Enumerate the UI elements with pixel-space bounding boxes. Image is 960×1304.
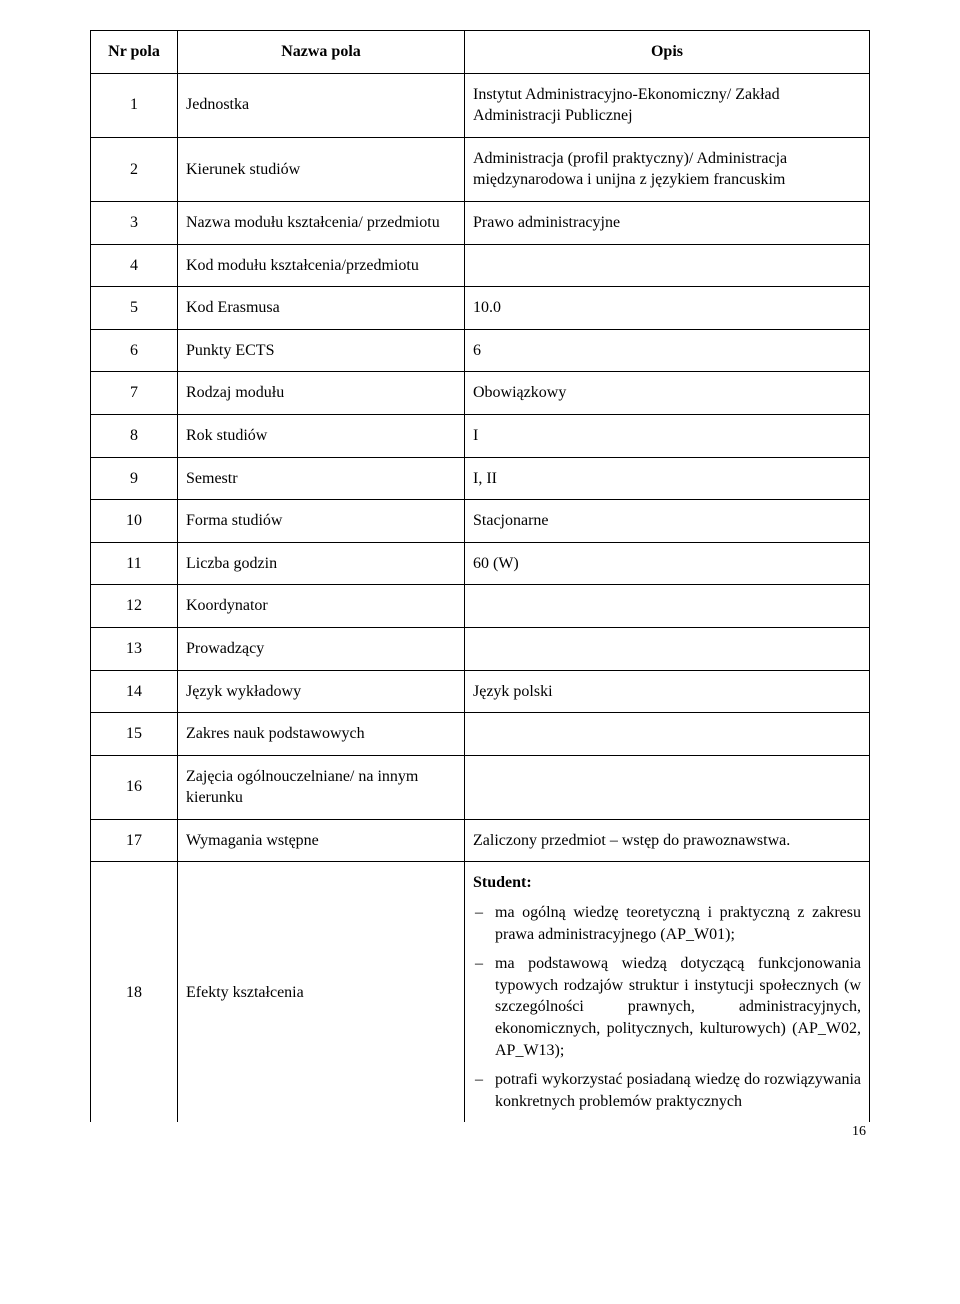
row-value: Instytut Administracyjno-Ekonomiczny/ Za…: [465, 73, 870, 137]
table-row: 12 Koordynator: [91, 585, 870, 628]
row-label: Prowadzący: [178, 627, 465, 670]
document-page: Nr pola Nazwa pola Opis 1 Jednostka Inst…: [0, 0, 960, 1160]
row-value: [465, 585, 870, 628]
row-label: Kod modułu kształcenia/przedmiotu: [178, 244, 465, 287]
row-number: 16: [91, 755, 178, 819]
row-label: Forma studiów: [178, 500, 465, 543]
course-table: Nr pola Nazwa pola Opis 1 Jednostka Inst…: [90, 30, 870, 1122]
table-row: 11 Liczba godzin 60 (W): [91, 542, 870, 585]
row-number: 10: [91, 500, 178, 543]
row-label: Rok studiów: [178, 414, 465, 457]
row-label: Liczba godzin: [178, 542, 465, 585]
effects-list: ma ogólną wiedzę teoretyczną i praktyczn…: [473, 902, 861, 1112]
row-label: Koordynator: [178, 585, 465, 628]
table-row: 2 Kierunek studiów Administracja (profil…: [91, 137, 870, 201]
table-row: 1 Jednostka Instytut Administracyjno-Eko…: [91, 73, 870, 137]
row-number: 5: [91, 287, 178, 330]
header-col-number: Nr pola: [91, 31, 178, 74]
header-col-value: Opis: [465, 31, 870, 74]
row-number: 4: [91, 244, 178, 287]
table-row: 16 Zajęcia ogólnouczelniane/ na innym ki…: [91, 755, 870, 819]
row-label: Semestr: [178, 457, 465, 500]
row-number: 1: [91, 73, 178, 137]
row-value: Obowiązkowy: [465, 372, 870, 415]
table-row: 4 Kod modułu kształcenia/przedmiotu: [91, 244, 870, 287]
row-label: Kierunek studiów: [178, 137, 465, 201]
effects-block: Student: ma ogólną wiedzę teoretyczną i …: [473, 872, 861, 1112]
effects-item: ma podstawową wiedzą dotyczącą funkcjono…: [473, 953, 861, 1061]
row-number: 7: [91, 372, 178, 415]
row-label: Nazwa modułu kształcenia/ przedmiotu: [178, 201, 465, 244]
row-value: Zaliczony przedmiot – wstęp do prawoznaw…: [465, 819, 870, 862]
row-label: Rodzaj modułu: [178, 372, 465, 415]
row-value: [465, 713, 870, 756]
row-number: 14: [91, 670, 178, 713]
table-row: 15 Zakres nauk podstawowych: [91, 713, 870, 756]
page-number: 16: [90, 1122, 870, 1140]
row-label: Kod Erasmusa: [178, 287, 465, 330]
header-col-label: Nazwa pola: [178, 31, 465, 74]
table-row-effects: 18 Efekty kształcenia Student: ma ogólną…: [91, 862, 870, 1122]
row-number: 6: [91, 329, 178, 372]
row-value-effects: Student: ma ogólną wiedzę teoretyczną i …: [465, 862, 870, 1122]
table-row: 5 Kod Erasmusa 10.0: [91, 287, 870, 330]
row-number: 17: [91, 819, 178, 862]
row-value: [465, 244, 870, 287]
table-row: 7 Rodzaj modułu Obowiązkowy: [91, 372, 870, 415]
table-row: 9 Semestr I, II: [91, 457, 870, 500]
row-value: Stacjonarne: [465, 500, 870, 543]
table-row: 17 Wymagania wstępne Zaliczony przedmiot…: [91, 819, 870, 862]
row-number: 12: [91, 585, 178, 628]
row-value: I, II: [465, 457, 870, 500]
row-label: Zakres nauk podstawowych: [178, 713, 465, 756]
row-value: [465, 755, 870, 819]
row-number: 3: [91, 201, 178, 244]
row-number: 2: [91, 137, 178, 201]
row-number: 18: [91, 862, 178, 1122]
row-value: I: [465, 414, 870, 457]
row-value: 60 (W): [465, 542, 870, 585]
row-number: 15: [91, 713, 178, 756]
row-label: Efekty kształcenia: [178, 862, 465, 1122]
row-number: 11: [91, 542, 178, 585]
row-label: Wymagania wstępne: [178, 819, 465, 862]
row-value: Administracja (profil praktyczny)/ Admin…: [465, 137, 870, 201]
table-row: 8 Rok studiów I: [91, 414, 870, 457]
table-header-row: Nr pola Nazwa pola Opis: [91, 31, 870, 74]
table-row: 6 Punkty ECTS 6: [91, 329, 870, 372]
row-label: Zajęcia ogólnouczelniane/ na innym kieru…: [178, 755, 465, 819]
row-value: 10.0: [465, 287, 870, 330]
row-value: Język polski: [465, 670, 870, 713]
table-row: 3 Nazwa modułu kształcenia/ przedmiotu P…: [91, 201, 870, 244]
effects-item: potrafi wykorzystać posiadaną wiedzę do …: [473, 1069, 861, 1112]
row-value: Prawo administracyjne: [465, 201, 870, 244]
row-value: [465, 627, 870, 670]
table-row: 13 Prowadzący: [91, 627, 870, 670]
row-label: Język wykładowy: [178, 670, 465, 713]
row-value: 6: [465, 329, 870, 372]
row-number: 9: [91, 457, 178, 500]
effects-student-heading: Student:: [473, 872, 861, 894]
row-label: Punkty ECTS: [178, 329, 465, 372]
row-number: 13: [91, 627, 178, 670]
table-row: 10 Forma studiów Stacjonarne: [91, 500, 870, 543]
row-label: Jednostka: [178, 73, 465, 137]
effects-item: ma ogólną wiedzę teoretyczną i praktyczn…: [473, 902, 861, 945]
table-row: 14 Język wykładowy Język polski: [91, 670, 870, 713]
row-number: 8: [91, 414, 178, 457]
